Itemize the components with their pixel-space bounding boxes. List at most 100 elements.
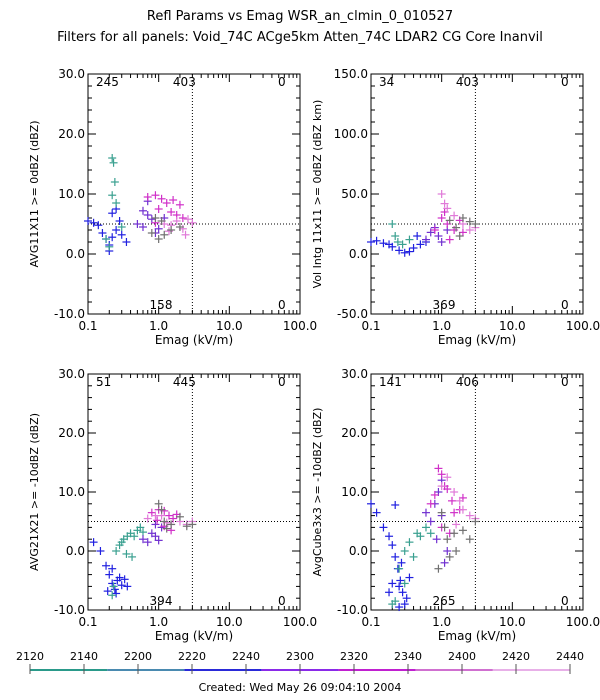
data-point [157,505,166,514]
x-tick-label: 10.0 [499,319,526,333]
y-tick-label: -10.0 [337,603,368,617]
data-point [162,524,171,533]
data-point [122,238,131,246]
data-point [465,511,474,520]
data-point [416,532,425,541]
data-point [151,532,160,541]
data-point [409,244,418,252]
data-point [391,232,400,240]
data-point [122,549,131,558]
data-point [154,536,163,545]
data-point [426,499,435,508]
data-point [160,517,169,526]
colorbar-tick-label: 2120 [16,650,44,663]
plot-frame [370,373,584,611]
data-point [437,482,446,491]
data-point [440,199,449,208]
data-point [465,226,474,234]
data-point [109,582,118,591]
data-point [167,208,176,216]
data-point [452,520,461,529]
data-point [102,561,111,570]
data-point [94,221,103,230]
data-point [391,597,400,606]
y-tick-label: 150.0 [334,67,368,81]
data-point [108,564,117,573]
data-point [151,191,160,200]
data-point [398,240,407,249]
y-axis-label: AVG21X21 >= -10dBZ (dBZ) [28,413,41,571]
x-axis-label: Emag (kV/m) [438,333,516,347]
data-point [465,535,474,544]
data-point [175,223,184,231]
x-tick-label: 1.0 [149,615,168,629]
y-tick-label: 0.0 [66,544,85,558]
count-top-right: 0 [561,75,569,89]
data-point [143,514,152,523]
colorbar-tick-label: 2420 [502,650,530,663]
data-point [154,205,163,213]
data-point [112,589,121,598]
data-point [105,570,114,579]
data-point [400,600,409,609]
colorbar-tick-label: 2200 [124,650,152,663]
data-point [458,214,467,222]
data-point [413,232,422,240]
data-point [405,247,414,256]
data-point [426,517,435,526]
data-point [117,230,126,239]
data-point [167,226,176,234]
count-bottom-center: 394 [150,594,173,608]
x-tick-label: 0.1 [361,319,380,333]
data-point [388,242,397,251]
data-point [130,532,139,541]
data-point [379,239,388,248]
count-top-right: 0 [561,375,569,389]
data-point [143,193,152,201]
y-tick-label: 0.0 [349,247,368,261]
x-axis-label: Emag (kV/m) [438,629,516,643]
data-point [455,496,464,505]
data-point [452,223,461,232]
data-point [452,547,461,555]
y-tick-label: 20.0 [341,426,368,440]
data-point [109,158,118,167]
y-tick-label: 30.0 [341,367,368,381]
data-point [400,579,409,588]
data-point [443,485,452,494]
data-point [162,199,171,207]
data-point [388,541,397,550]
y-tick-label: 30.0 [58,67,85,81]
data-point [372,508,381,517]
data-point [445,216,454,225]
data-point [108,233,117,242]
data-point [437,508,446,517]
data-point [437,190,446,198]
data-point [458,526,467,535]
count-top-right: 0 [278,375,286,389]
y-tick-label: 100.0 [334,127,368,141]
created-timestamp: Created: Wed May 26 09:04:10 2004 [198,681,402,694]
data-point [440,558,449,567]
plot-frame [87,73,301,315]
data-point [160,230,169,239]
data-point [430,226,439,234]
data-point [437,470,446,479]
data-point [396,576,405,585]
data-point [388,220,397,228]
panel-2: 0.1 1.0 10.0 100.0 -50.0 0.0 50.0 100.0 150.0 34 4… [311,67,600,347]
y-tick-label: 20.0 [58,426,85,440]
data-point [437,238,446,246]
data-point [138,535,147,544]
data-point [367,238,375,246]
x-axis-label: Emag (kV/m) [155,629,233,643]
data-point [434,232,443,240]
y-tick-label: 10.0 [341,485,368,499]
data-point [430,490,439,499]
data-point [147,215,156,224]
y-tick-label: -10.0 [54,603,85,617]
data-point [426,228,435,237]
data-point [443,473,452,482]
data-point [379,523,388,532]
